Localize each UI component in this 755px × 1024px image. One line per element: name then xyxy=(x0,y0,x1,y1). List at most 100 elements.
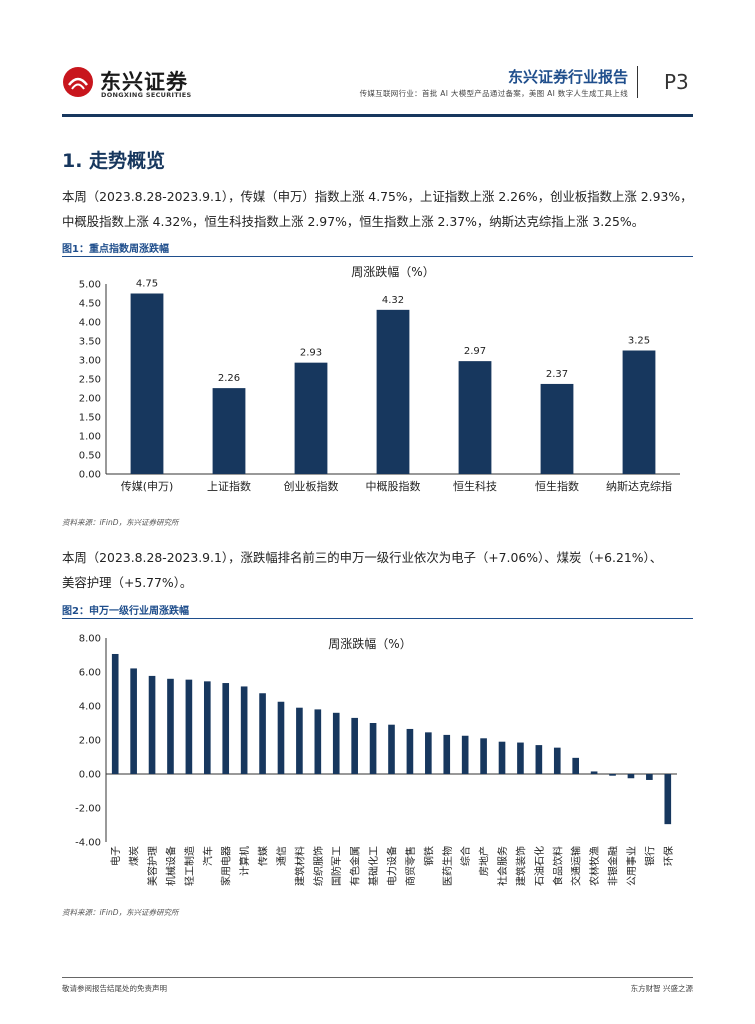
chart-2-xtick: 有色金属 xyxy=(349,846,362,886)
chart-1-bar xyxy=(540,383,574,474)
chart-2-ytick: 8.00 xyxy=(79,634,101,645)
chart-2-bar xyxy=(388,724,395,774)
chart-2-xtick: 计算机 xyxy=(238,846,251,876)
chart-2-xtick: 交通运输 xyxy=(570,846,583,886)
chart-1-ytick: 0.00 xyxy=(79,470,101,481)
chart-2-xtick: 商贸零售 xyxy=(404,846,417,886)
chart-1-ytick: 4.00 xyxy=(79,318,101,329)
chart-2-bar xyxy=(461,735,469,774)
chart-2-xtick: 钢铁 xyxy=(422,846,435,866)
figure-2-source: 资料来源：iFinD，东兴证券研究所 xyxy=(62,908,179,917)
chart-2-xtick: 建筑材料 xyxy=(293,846,306,886)
chart-2-ytick: 4.00 xyxy=(79,702,101,713)
chart-1-xtick: 恒生科技 xyxy=(453,479,497,493)
chart-2-ytick: -2.00 xyxy=(75,804,101,815)
chart-2-xtick: 建筑装饰 xyxy=(514,846,527,886)
chart-2-xtick: 银行 xyxy=(643,846,656,866)
header-divider xyxy=(637,66,638,98)
paragraph-1-line-2: 中概股指数上涨 4.32%，恒生科技指数上涨 2.97%，恒生指数上涨 2.37… xyxy=(62,214,645,229)
chart-2-ytick: 0.00 xyxy=(79,770,101,781)
chart-1-title: 周涨跌幅（%） xyxy=(351,264,434,279)
chart-1-bar xyxy=(130,293,164,474)
chart-2-xtick: 通信 xyxy=(276,846,288,866)
chart-2-xtick: 公用事业 xyxy=(625,846,638,886)
chart-2-bar xyxy=(240,686,248,774)
chart-2-xtick: 美容护理 xyxy=(146,846,159,886)
chart-2-bar xyxy=(277,701,285,774)
chart-2-xtick: 基础化工 xyxy=(367,846,380,886)
chart-1-data-label: 2.37 xyxy=(546,369,568,380)
chart-2-bar xyxy=(590,771,598,774)
paragraph-2-line-1: 本周（2023.8.28-2023.9.1），涨跌幅排名前三的申万一级行业依次为… xyxy=(62,550,663,565)
chart-1-ytick: 3.00 xyxy=(79,356,101,367)
chart-1-data-label: 4.32 xyxy=(382,295,404,306)
chart-1-data-label: 2.93 xyxy=(300,348,322,359)
footer-disclaimer: 敬请参阅报告结尾处的免责声明 xyxy=(62,984,167,993)
chart-2-xtick: 纺织服饰 xyxy=(312,846,325,886)
chart-1-xtick: 上证指数 xyxy=(207,479,251,493)
figure-1-chart: 周涨跌幅（%） 0.00 0.50 1.00 1.50 2.00 2.50 3.00 3.50 4… xyxy=(79,264,680,493)
figure-2-rule xyxy=(62,618,693,619)
chart-1-ytick: 5.00 xyxy=(79,280,101,291)
chart-2-xtick: 家用电器 xyxy=(220,846,233,886)
chart-2-title: 周涨跌幅（%） xyxy=(328,636,411,651)
chart-2-bar xyxy=(369,723,377,774)
chart-2-xtick: 电力设备 xyxy=(386,846,399,886)
chart-2-bar xyxy=(222,683,230,774)
chart-2-xtick: 房地产 xyxy=(478,846,491,876)
chart-1-ytick: 1.00 xyxy=(79,432,101,443)
chart-2-bar xyxy=(185,679,193,774)
chart-2-bar xyxy=(572,757,580,774)
chart-2-xtick: 煤炭 xyxy=(128,846,141,866)
chart-1-data-label: 4.75 xyxy=(136,279,158,290)
chart-2-bar xyxy=(167,678,174,774)
chart-1-ytick: 2.00 xyxy=(79,394,101,405)
chart-1-xtick: 中概股指数 xyxy=(366,479,421,493)
chart-2-bar xyxy=(535,745,543,774)
chart-2-xtick: 环保 xyxy=(662,846,675,866)
chart-2-bar xyxy=(259,693,266,774)
chart-2-bar xyxy=(111,653,119,774)
brand-name: 东兴证券 xyxy=(100,70,188,94)
chart-1-data-label: 2.26 xyxy=(218,373,240,384)
chart-2-bar xyxy=(553,747,561,774)
chart-2-ytick: 6.00 xyxy=(79,668,101,679)
chart-2-xtick: 机械设备 xyxy=(164,846,177,886)
figure-1-title: 图1：重点指数周涨跌幅 xyxy=(62,244,169,255)
chart-2-bar xyxy=(425,732,432,774)
chart-2-bar xyxy=(646,774,653,780)
chart-1-bar xyxy=(622,350,656,474)
chart-1-data-label: 3.25 xyxy=(628,336,650,347)
chart-2-xtick: 传媒 xyxy=(258,846,270,866)
chart-2-bar xyxy=(498,741,506,774)
footer-rule xyxy=(62,977,693,978)
chart-2-bar xyxy=(148,675,156,774)
chart-2-bar xyxy=(332,712,340,774)
figure-2-chart: 周涨跌幅（%） -4.00 -2.00 0.00 2.00 4.00 6.00 8.00 电子煤… xyxy=(75,634,677,886)
chart-2-ytick: -4.00 xyxy=(75,838,101,849)
chart-2-bar xyxy=(480,738,487,774)
logo-icon xyxy=(63,67,93,97)
chart-1-bar xyxy=(458,361,492,474)
figure-1-source: 资料来源：iFinD，东兴证券研究所 xyxy=(62,518,179,527)
chart-2-bar xyxy=(351,717,358,774)
chart-1-bar xyxy=(212,388,246,474)
chart-2-bar xyxy=(203,681,211,774)
paragraph-1-line-1: 本周（2023.8.28-2023.9.1），传媒（申万）指数上涨 4.75%，… xyxy=(62,189,693,204)
section-title: 1. 走势概览 xyxy=(62,150,166,172)
report-subtitle: 传媒互联网行业：首批 AI 大模型产品通过备案，美图 AI 数字人生成工具上线 xyxy=(359,89,628,98)
chart-1-ytick: 4.50 xyxy=(79,299,101,310)
chart-2-xtick: 食品饮料 xyxy=(551,846,564,886)
chart-1-ytick: 3.50 xyxy=(79,337,101,348)
chart-2-xtick: 非银金融 xyxy=(607,846,620,886)
figure-2-title: 图2：申万一级行业周涨跌幅 xyxy=(62,606,189,617)
chart-1-bar xyxy=(294,362,328,474)
paragraph-2-line-2: 美容护理（+5.77%）。 xyxy=(62,575,193,590)
chart-2-bar xyxy=(406,728,414,774)
chart-1-ytick: 0.50 xyxy=(79,451,101,462)
chart-1-xtick: 恒生指数 xyxy=(535,479,579,493)
chart-2-bar xyxy=(130,668,137,774)
footer-slogan: 东方财智 兴盛之源 xyxy=(630,984,693,993)
brand-name-en: DONGXING SECURITIES xyxy=(101,91,192,99)
chart-2-xtick: 国防军工 xyxy=(330,846,343,886)
